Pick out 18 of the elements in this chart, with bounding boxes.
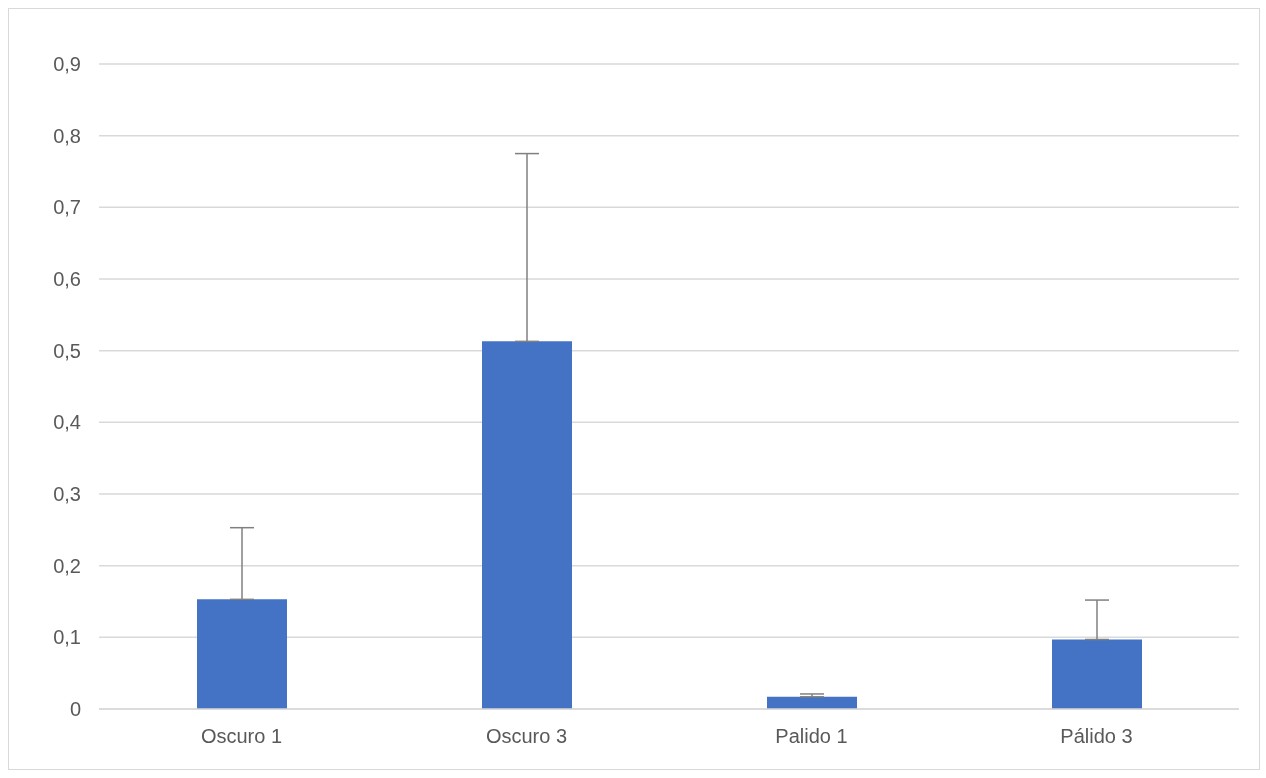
x-tick-label: Oscuro 3: [485, 725, 568, 748]
bar: [1052, 639, 1142, 709]
bar: [767, 696, 857, 709]
y-tick-label: 0,9: [53, 53, 81, 76]
x-tick-label: Oscuro 1: [200, 725, 283, 748]
y-tick-label: 0,8: [53, 124, 81, 147]
y-tick-label: 0,6: [53, 268, 81, 291]
x-tick-label: Palido 1: [775, 725, 848, 748]
y-tick-label: 0,5: [53, 339, 81, 362]
y-tick-label: 0,3: [53, 483, 81, 506]
y-tick-label: 0,2: [53, 554, 81, 577]
y-tick-label: 0: [69, 698, 81, 721]
bar: [482, 341, 572, 709]
y-tick-label: 0,1: [53, 626, 81, 649]
y-tick-label: 0,4: [53, 411, 81, 434]
y-tick-label: 0,7: [53, 196, 81, 219]
bar: [197, 599, 287, 709]
x-tick-label: Pálido 3: [1060, 725, 1133, 748]
